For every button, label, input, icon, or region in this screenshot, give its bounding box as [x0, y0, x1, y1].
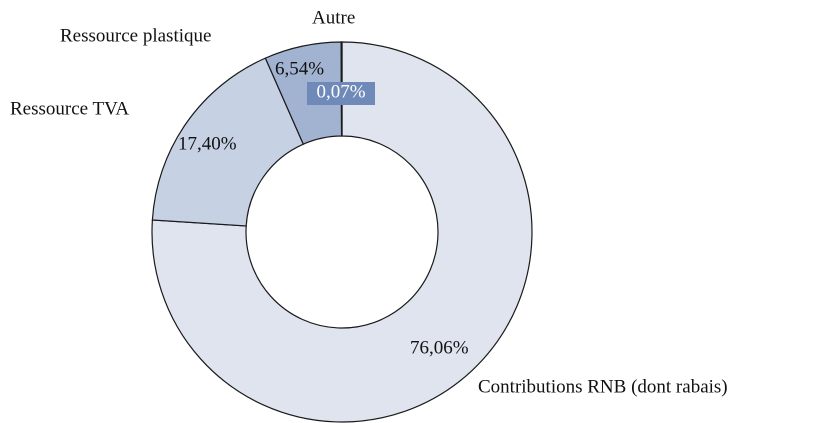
value-label-box	[307, 82, 375, 105]
value-label: 76,06%	[410, 337, 469, 358]
slice	[151, 41, 533, 423]
slice	[151, 57, 305, 227]
value-label: 0,07%	[316, 81, 365, 102]
category-label: Contributions RNB (dont rabais)	[478, 376, 728, 397]
category-label: Autre	[312, 7, 355, 28]
value-label: 6,54%	[275, 58, 324, 79]
value-label: 17,40%	[178, 133, 237, 154]
category-label: Ressource plastique	[60, 25, 211, 46]
category-label: Ressource TVA	[10, 98, 129, 119]
